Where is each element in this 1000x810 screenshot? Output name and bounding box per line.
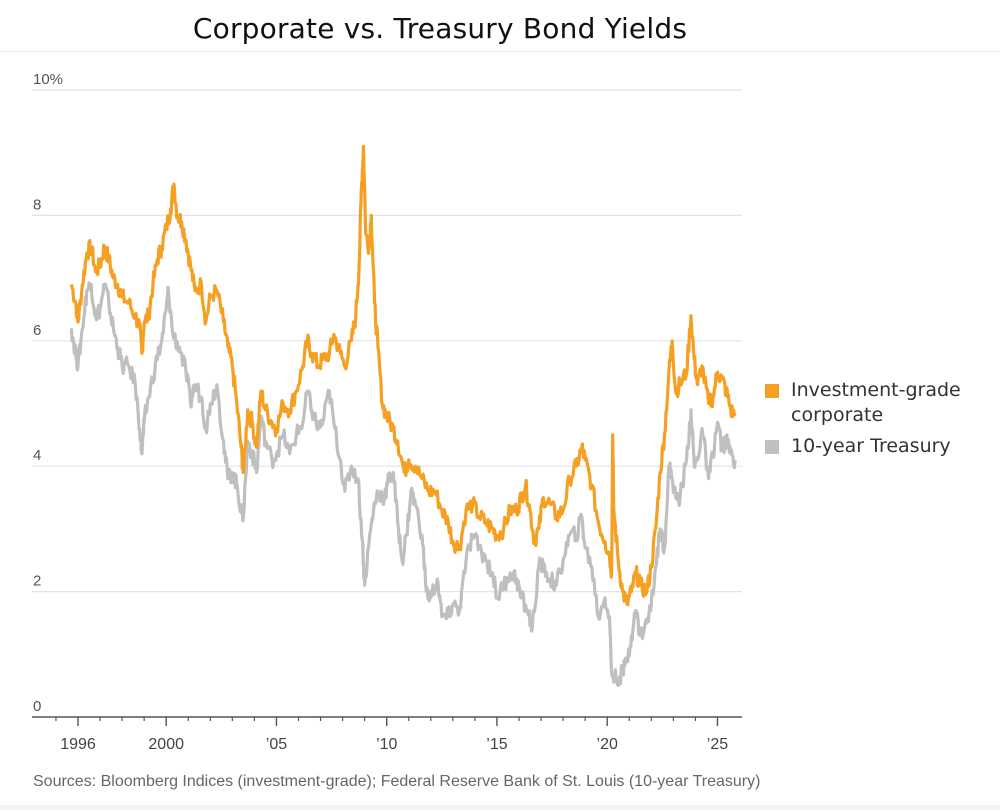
legend: Investment-grade corporate 10-year Treas… [765,378,995,465]
x-tick-label: ’15 [486,736,507,753]
legend-item-treasury[interactable]: 10-year Treasury [765,434,995,459]
source-note: Sources: Bloomberg Indices (investment-g… [33,773,761,790]
title-divider [0,51,1000,52]
chart-title: Corporate vs. Treasury Bond Yields [192,12,688,45]
x-axis: 1996 2000 ’05 ’10 ’15 ’20 ’25 [32,716,742,753]
x-tick-label: ’10 [376,736,397,753]
legend-swatch-corporate [765,384,779,398]
footer-strip [0,805,1000,810]
gridlines [32,89,742,593]
legend-label-corporate: Investment-grade corporate [791,378,961,428]
y-axis-labels: 10% 8 6 4 2 0 [33,71,63,715]
legend-label-line2: corporate [791,404,884,426]
series-line-corporate [69,144,737,607]
y-tick-label: 8 [33,196,41,213]
x-tick-label: 1996 [60,736,96,753]
legend-item-corporate[interactable]: Investment-grade corporate [765,378,995,428]
series-line-treasury [69,281,737,688]
legend-label-line1: Investment-grade [791,379,961,401]
y-tick-label: 0 [33,698,41,715]
series-lines [69,144,737,688]
y-tick-label: 6 [33,322,41,339]
x-tick-label: ’05 [266,736,287,753]
y-tick-label: 2 [33,573,41,590]
legend-swatch-treasury [765,440,779,454]
x-tick-label: ’25 [707,736,728,753]
y-tick-label: 4 [33,447,41,464]
y-tick-label: 10% [33,71,63,88]
x-tick-label: 2000 [148,736,184,753]
legend-label-treasury: 10-year Treasury [791,435,951,457]
x-tick-label: ’20 [597,736,618,753]
